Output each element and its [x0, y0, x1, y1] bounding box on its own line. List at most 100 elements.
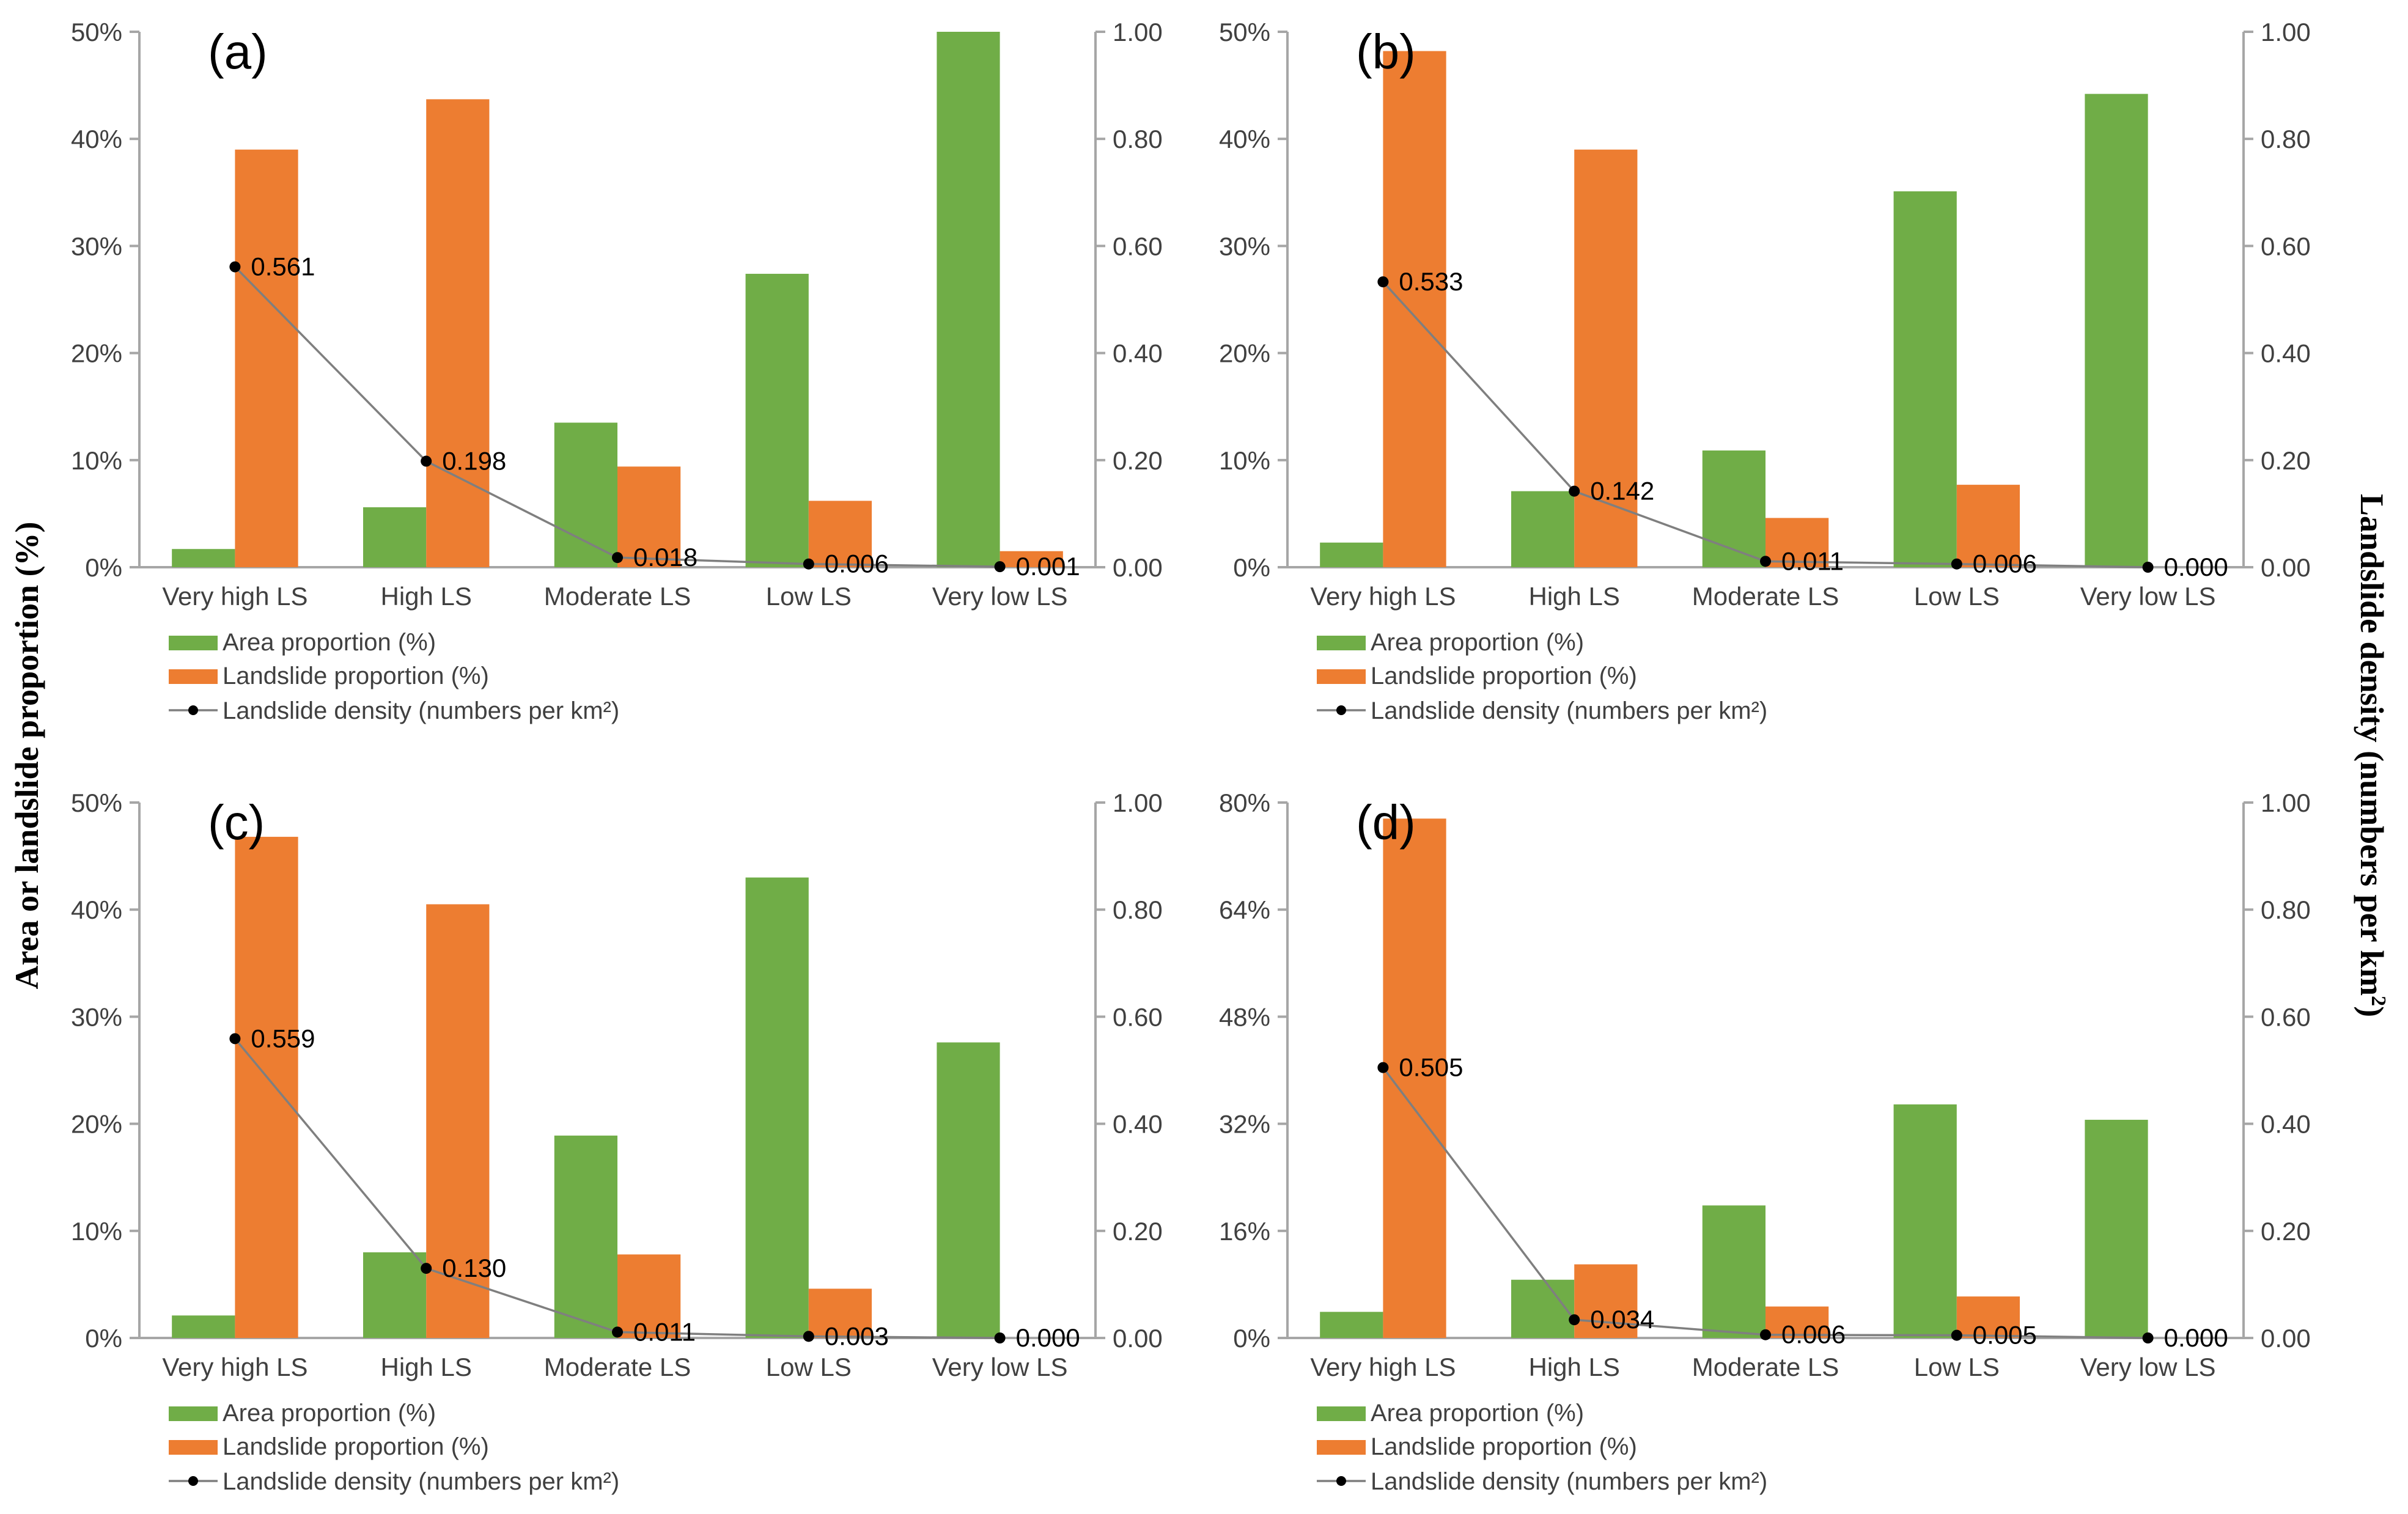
legend-landslide-text: Landslide proportion (%)	[1371, 1433, 1637, 1460]
category-label: High LS	[1528, 582, 1619, 611]
legend-landslide-swatch	[1317, 669, 1366, 684]
density-point	[1377, 276, 1389, 288]
landslide-bar	[617, 466, 681, 567]
density-point	[1569, 1314, 1580, 1326]
density-point	[612, 552, 623, 564]
landslide-bar	[1956, 485, 2020, 567]
y2-tick-label: 1.00	[1113, 18, 1163, 46]
y2-tick-label: 0.60	[2261, 1002, 2311, 1031]
landslide-bar	[1956, 1296, 2020, 1338]
density-label: 0.018	[633, 543, 698, 571]
y-tick-label: 20%	[1219, 339, 1270, 368]
density-point	[994, 561, 1006, 573]
y2-tick-label: 0.40	[1113, 1110, 1163, 1139]
y-tick-label: 40%	[1219, 125, 1270, 153]
density-label: 0.505	[1399, 1053, 1463, 1082]
y-tick-label: 40%	[71, 125, 122, 153]
area-bar	[363, 1252, 427, 1338]
legend-landslide-swatch	[169, 669, 218, 684]
y-tick-label: 0%	[1233, 553, 1270, 582]
chart-panel: 0% 10% 20% 30% 40% 50% 0.00 0.20 0.40 0.60 0.80 1.0…	[71, 788, 1163, 1495]
density-label: 0.000	[2164, 553, 2228, 581]
y2-tick-label: 0.40	[1113, 339, 1163, 368]
legend-density-text: Landslide density (numbers per km²)	[1371, 697, 1767, 724]
area-bar	[1320, 1312, 1383, 1338]
area-bar	[554, 422, 617, 567]
y-tick-label: 48%	[1219, 1002, 1270, 1031]
landslide-bar	[1574, 1264, 1638, 1338]
density-label: 0.142	[1590, 477, 1654, 505]
density-point	[229, 1033, 241, 1045]
density-label: 0.130	[442, 1254, 506, 1282]
category-label: High LS	[380, 582, 471, 611]
y-tick-label: 30%	[71, 232, 122, 260]
y2-tick-label: 0.60	[1113, 232, 1163, 260]
category-label: Very high LS	[162, 1353, 307, 1381]
panel-label: (c)	[208, 795, 265, 850]
y2-tick-label: 0.20	[2261, 446, 2311, 475]
density-point	[612, 1326, 623, 1338]
y2-tick-label: 0.00	[1113, 1324, 1163, 1353]
y-tick-label: 10%	[1219, 446, 1270, 475]
right-axis-label-sup: 2	[2368, 996, 2390, 1006]
category-label: Moderate LS	[1692, 1353, 1839, 1381]
density-point	[994, 1332, 1006, 1343]
y-tick-label: 40%	[71, 895, 122, 924]
density-label: 0.533	[1399, 267, 1463, 296]
density-label: 0.011	[633, 1317, 696, 1346]
y2-tick-label: 0.80	[2261, 895, 2311, 924]
area-bar	[363, 507, 427, 567]
landslide-bar	[1000, 551, 1063, 567]
area-bar	[1893, 1104, 1957, 1338]
legend-area-text: Area proportion (%)	[223, 1400, 436, 1427]
category-label: Very low LS	[2080, 582, 2216, 611]
density-point	[421, 455, 432, 467]
right-axis-label-text: Landslide density (numbers per km	[2354, 494, 2390, 996]
category-label: Low LS	[1914, 1353, 2000, 1381]
density-label: 0.006	[1973, 549, 2037, 578]
y2-tick-label: 1.00	[1113, 788, 1163, 817]
panel-label: (a)	[208, 24, 268, 79]
area-bar	[1511, 1279, 1575, 1338]
legend-density-marker	[188, 1476, 198, 1486]
legend-landslide-text: Landslide proportion (%)	[223, 663, 489, 689]
legend-area-text: Area proportion (%)	[1371, 629, 1584, 656]
area-bar	[937, 1042, 1000, 1338]
left-axis-label: Area or landslide proportion (%)	[9, 521, 45, 989]
y-tick-label: 30%	[71, 1002, 122, 1031]
legend-landslide-swatch	[1317, 1440, 1366, 1455]
landslide-bar	[235, 149, 298, 568]
y2-tick-label: 1.00	[2261, 18, 2311, 46]
category-label: Very low LS	[2080, 1353, 2216, 1381]
landslide-bar	[808, 501, 872, 567]
legend-area-swatch	[1317, 1406, 1366, 1421]
density-label: 0.003	[825, 1321, 889, 1350]
category-label: Low LS	[766, 582, 852, 611]
y2-tick-label: 0.00	[1113, 553, 1163, 582]
density-point	[229, 261, 241, 273]
y-tick-label: 20%	[71, 339, 122, 368]
y-tick-label: 20%	[71, 1110, 122, 1139]
density-point	[803, 558, 814, 570]
category-label: Very low LS	[932, 1353, 1068, 1381]
density-label: 0.559	[251, 1024, 315, 1053]
y2-tick-label: 0.80	[1113, 895, 1163, 924]
chart-panel: 0% 10% 20% 30% 40% 50% 0.00 0.20 0.40 0.60 0.80 1.0…	[71, 18, 1163, 724]
legend-area-text: Area proportion (%)	[223, 629, 436, 656]
panel-label: (d)	[1356, 795, 1416, 850]
landslide-bar	[1383, 51, 1446, 567]
y-tick-label: 10%	[71, 446, 122, 475]
y2-tick-label: 0.40	[2261, 339, 2311, 368]
y-tick-label: 16%	[1219, 1217, 1270, 1246]
area-bar	[745, 273, 809, 567]
category-label: Moderate LS	[544, 1353, 691, 1381]
density-point	[1569, 485, 1580, 497]
density-label: 0.198	[442, 447, 506, 476]
landslide-bar	[426, 904, 490, 1338]
area-bar	[2085, 94, 2148, 568]
area-bar	[1511, 491, 1575, 567]
y-tick-label: 30%	[1219, 232, 1270, 260]
density-label: 0.005	[1973, 1321, 2037, 1350]
area-bar	[554, 1135, 617, 1338]
